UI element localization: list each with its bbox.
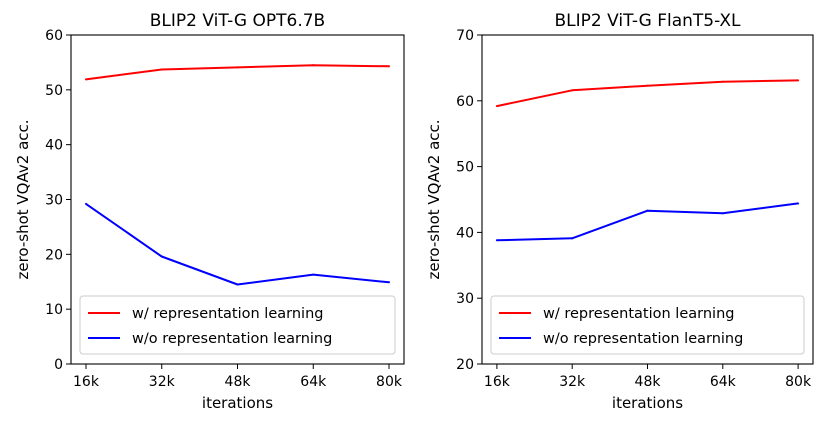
legend: w/ representation learning w/o representa… bbox=[79, 295, 396, 355]
x-tick-label: 64k bbox=[300, 374, 327, 390]
chart-panel-2: BLIP2 ViT-G FlanT5-XL 20 30 40 50 60 70 16k 32k 4… bbox=[425, 11, 814, 412]
chart-title: BLIP2 ViT-G FlanT5-XL bbox=[554, 11, 741, 31]
x-tick-label: 32k bbox=[149, 374, 176, 390]
data-point bbox=[388, 281, 391, 284]
y-tick-label: 30 bbox=[45, 193, 63, 209]
y-tick-label: 40 bbox=[45, 138, 63, 154]
data-point bbox=[797, 79, 800, 82]
y-tick-label: 60 bbox=[45, 28, 63, 44]
series-line-1 bbox=[496, 79, 799, 108]
x-tick-label: 16k bbox=[73, 374, 100, 390]
data-point bbox=[84, 202, 87, 205]
x-tick-label: 64k bbox=[710, 374, 737, 390]
data-point bbox=[312, 273, 315, 276]
data-point bbox=[312, 64, 315, 67]
y-tick-label: 20 bbox=[45, 247, 63, 263]
data-point bbox=[236, 66, 239, 69]
legend-label: w/ representation learning bbox=[543, 306, 734, 322]
x-tick-label: 32k bbox=[559, 374, 586, 390]
data-point bbox=[160, 68, 163, 71]
plot-frame bbox=[481, 34, 814, 365]
chart-title: BLIP2 ViT-G OPT6.7B bbox=[150, 11, 325, 31]
series-line-2 bbox=[85, 203, 390, 286]
y-tick-label: 0 bbox=[54, 357, 63, 373]
series-line-2 bbox=[496, 202, 799, 242]
x-tick-label: 16k bbox=[484, 374, 511, 390]
data-point bbox=[797, 202, 800, 205]
y-tick-label: 10 bbox=[45, 302, 63, 318]
data-point bbox=[571, 89, 574, 92]
data-point bbox=[646, 209, 649, 212]
data-point bbox=[495, 239, 498, 242]
data-point bbox=[84, 78, 87, 81]
y-tick-label: 20 bbox=[456, 357, 474, 373]
y-tick-label: 50 bbox=[45, 83, 63, 99]
x-axis-label: iterations bbox=[612, 394, 683, 412]
data-point bbox=[160, 255, 163, 258]
data-point bbox=[495, 105, 498, 108]
chart-panel-1: BLIP2 ViT-G OPT6.7B 0 10 20 30 40 50 60 16k 32k 48… bbox=[14, 11, 405, 412]
x-tick-label: 48k bbox=[635, 374, 662, 390]
data-point bbox=[721, 212, 724, 215]
y-tick-label: 50 bbox=[456, 160, 474, 176]
y-axis-label: zero-shot VQAv2 acc. bbox=[425, 119, 443, 279]
y-tick-label: 40 bbox=[456, 225, 474, 241]
x-axis-label: iterations bbox=[202, 394, 273, 412]
plot-frame bbox=[70, 34, 405, 365]
legend: w/ representation learning w/o representa… bbox=[490, 295, 805, 355]
x-tick-label: 48k bbox=[225, 374, 252, 390]
x-tick-label: 80k bbox=[376, 374, 403, 390]
data-point bbox=[721, 80, 724, 83]
data-point bbox=[571, 237, 574, 240]
data-point bbox=[646, 84, 649, 87]
legend-label: w/o representation learning bbox=[543, 331, 743, 347]
y-tick-label: 30 bbox=[456, 291, 474, 307]
legend-box bbox=[79, 295, 396, 355]
data-point bbox=[236, 283, 239, 286]
data-point bbox=[388, 65, 391, 68]
legend-label: w/o representation learning bbox=[132, 331, 332, 347]
y-tick-label: 60 bbox=[456, 94, 474, 110]
x-tick-label: 80k bbox=[785, 374, 812, 390]
y-tick-label: 70 bbox=[456, 28, 474, 44]
legend-box bbox=[490, 295, 805, 355]
y-axis-label: zero-shot VQAv2 acc. bbox=[14, 119, 32, 279]
legend-label: w/ representation learning bbox=[132, 306, 323, 322]
